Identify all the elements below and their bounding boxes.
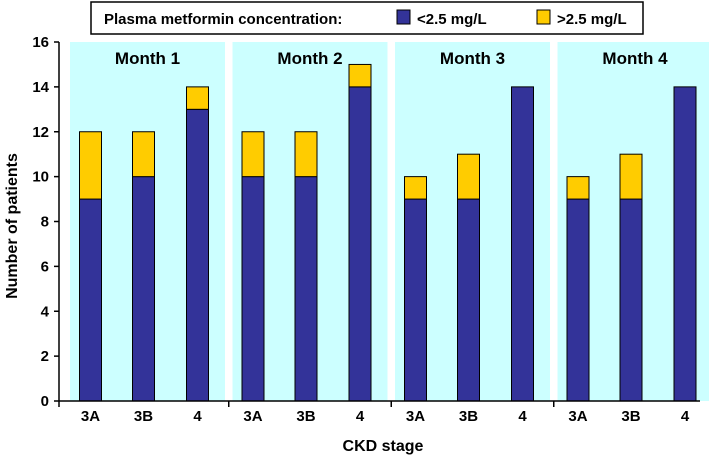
y-tick-label: 0 [41,393,49,410]
axes: 3A 3B 4 3A 3B 4 3A 3B 4 3A 3B 4 0 2 4 6 8 10 12 14 16 [32,34,700,425]
bar-segment [566,176,590,200]
bar-segment [132,176,155,402]
panel-title: Month 1 [115,49,180,68]
x-tick-label: 4 [518,408,527,425]
bar-segment [404,176,427,200]
legend-box [90,1,644,35]
x-tick-label: 3A [243,408,262,425]
bar-segment [186,86,209,110]
legend: Plasma metformin concentration: <2.5 mg/… [90,1,644,35]
panel-title: Month 3 [440,49,505,68]
bar-segment [457,198,480,402]
y-tick-label: 2 [41,348,49,365]
bar-segment [79,131,102,200]
bar-segment [241,176,265,402]
bar-segment [294,176,318,402]
y-axis-title: Number of patients [4,153,21,299]
legend-label-high: >2.5 mg/L [557,11,627,28]
bars [79,63,697,402]
y-tick-label: 6 [41,258,49,275]
x-tick-label: 3B [134,408,153,425]
bar-segment [566,198,590,402]
legend-title: Plasma metformin concentration: [104,11,342,28]
x-tick-label: 3A [568,408,587,425]
x-tick-label: 4 [681,408,690,425]
y-tick-label: 14 [32,79,49,96]
bar-segment [348,86,372,402]
legend-swatch-high [536,9,551,25]
bar-segment [79,198,102,402]
x-tick-label: 3B [621,408,640,425]
bar-segment [241,131,265,178]
bar-segment [404,198,427,402]
x-tick-label: 3B [459,408,478,425]
bar-segment [132,131,155,178]
bar-segment [619,153,643,200]
bar-segment [673,86,697,402]
panels: Month 1 Month 2 Month 3 Month 4 [70,42,709,401]
x-axis-title: CKD stage [343,438,424,455]
bar-segment [348,63,372,88]
y-tick-label: 12 [32,124,49,141]
x-tick-label: 3B [296,408,315,425]
y-tick-label: 10 [32,169,49,186]
bar-segment [457,153,480,200]
panel-title: Month 2 [277,49,342,68]
bar-segment [619,198,643,402]
bar-segment [294,131,318,178]
bar-segment [186,108,209,402]
panel-title: Month 4 [602,49,668,68]
x-tick-label: 4 [356,408,365,425]
x-tick-label: 4 [193,408,202,425]
x-tick-label: 3A [406,408,425,425]
y-tick-label: 4 [41,303,50,320]
legend-label-low: <2.5 mg/L [417,11,487,28]
bar-segment [511,86,534,402]
legend-swatch-low [396,9,411,25]
y-tick-label: 16 [32,34,49,51]
x-tick-label: 3A [81,408,100,425]
y-tick-label: 8 [41,214,49,231]
